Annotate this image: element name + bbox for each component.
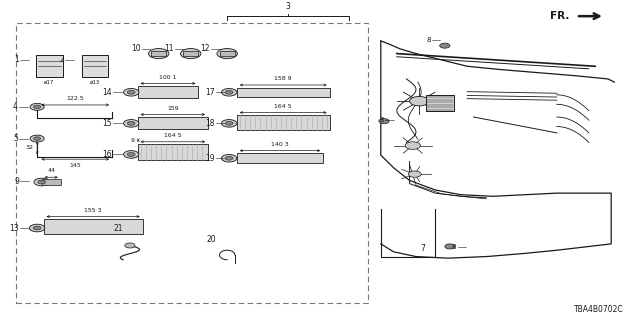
Circle shape — [221, 120, 237, 127]
Bar — [151, 51, 166, 56]
Text: 122.5: 122.5 — [67, 96, 84, 101]
Text: 140 3: 140 3 — [271, 142, 289, 147]
Circle shape — [38, 180, 45, 184]
Text: 44: 44 — [47, 168, 55, 173]
Text: 21: 21 — [114, 224, 123, 233]
Bar — [220, 51, 235, 56]
Text: 32: 32 — [26, 145, 33, 150]
Text: 19: 19 — [205, 154, 214, 163]
Text: 1: 1 — [15, 55, 19, 64]
Circle shape — [410, 96, 429, 106]
Text: 10: 10 — [131, 44, 141, 53]
Circle shape — [34, 105, 41, 108]
Text: 15: 15 — [102, 119, 112, 128]
Bar — [426, 95, 454, 111]
Text: 5: 5 — [13, 134, 18, 143]
Text: 7: 7 — [420, 244, 425, 253]
Text: 155 3: 155 3 — [84, 208, 102, 213]
Text: 100 1: 100 1 — [159, 75, 177, 80]
Text: 8: 8 — [426, 37, 431, 43]
Bar — [237, 153, 323, 163]
Text: ø17: ø17 — [44, 80, 54, 84]
Bar — [138, 144, 208, 160]
Text: 14: 14 — [102, 88, 112, 97]
Circle shape — [221, 155, 237, 162]
Text: 20: 20 — [206, 235, 216, 244]
Bar — [44, 219, 143, 234]
Circle shape — [127, 122, 135, 125]
Text: 18: 18 — [205, 119, 214, 128]
Circle shape — [225, 156, 233, 160]
Text: 159: 159 — [167, 106, 179, 111]
Text: 2: 2 — [60, 55, 64, 64]
Circle shape — [124, 151, 139, 158]
Circle shape — [379, 119, 389, 124]
Text: 8: 8 — [452, 244, 456, 250]
Text: 12: 12 — [200, 44, 210, 53]
Circle shape — [440, 43, 450, 48]
Circle shape — [125, 243, 135, 248]
Text: 4: 4 — [13, 102, 18, 111]
Circle shape — [221, 88, 237, 96]
Bar — [138, 86, 198, 98]
Circle shape — [217, 49, 237, 59]
Circle shape — [124, 120, 139, 127]
Bar — [16, 23, 368, 302]
Text: 164 5: 164 5 — [275, 104, 292, 109]
Text: 11: 11 — [164, 44, 174, 53]
Circle shape — [33, 226, 41, 230]
Bar — [237, 115, 330, 130]
Circle shape — [225, 90, 233, 94]
Text: 164 5: 164 5 — [164, 133, 182, 138]
Bar — [42, 179, 61, 185]
Bar — [36, 55, 63, 77]
Circle shape — [408, 171, 421, 177]
Circle shape — [445, 244, 455, 249]
Text: 9: 9 — [131, 138, 134, 143]
Circle shape — [127, 90, 135, 94]
Circle shape — [34, 137, 41, 140]
Bar — [183, 51, 198, 56]
Text: 158 9: 158 9 — [275, 76, 292, 81]
Text: FR.: FR. — [550, 11, 570, 20]
Circle shape — [148, 49, 169, 59]
Circle shape — [180, 49, 201, 59]
Text: ø13: ø13 — [90, 80, 100, 84]
Text: 9: 9 — [14, 177, 19, 186]
Circle shape — [30, 103, 44, 110]
Text: TBA4B0702C: TBA4B0702C — [574, 305, 624, 314]
Circle shape — [29, 224, 45, 232]
Circle shape — [405, 142, 420, 149]
Text: 16: 16 — [102, 150, 112, 159]
Circle shape — [34, 178, 49, 186]
Bar — [237, 88, 330, 97]
Text: 17: 17 — [205, 88, 214, 97]
Text: 13: 13 — [10, 224, 19, 233]
Circle shape — [124, 88, 139, 96]
Bar — [138, 117, 208, 129]
Text: 145: 145 — [69, 163, 81, 168]
Circle shape — [30, 135, 44, 142]
Text: 8: 8 — [380, 117, 384, 123]
Text: 3: 3 — [285, 2, 291, 11]
Circle shape — [225, 122, 233, 125]
Circle shape — [127, 153, 135, 156]
Bar — [82, 55, 108, 77]
